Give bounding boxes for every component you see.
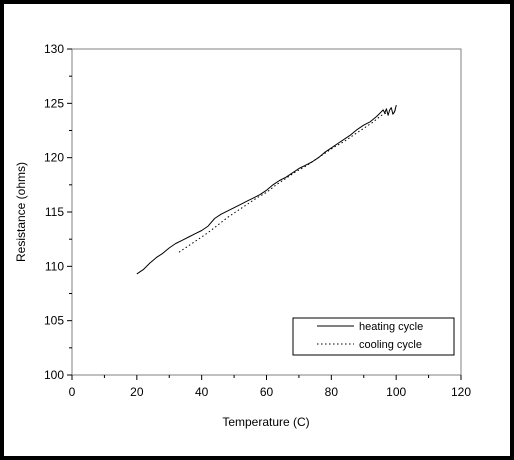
- x-axis: 0 20 40 60 80 100 120: [69, 375, 471, 399]
- x-tick-label: 0: [69, 385, 76, 399]
- x-tick-label: 40: [195, 385, 209, 399]
- y-tick-label: 120: [44, 151, 64, 165]
- y-axis: 100 105 110 115 120 125 130: [44, 42, 72, 382]
- y-tick-label: 115: [45, 205, 64, 219]
- legend-label-cooling: cooling cycle: [359, 339, 422, 351]
- x-axis-label: Temperature (C): [222, 415, 309, 429]
- x-tick-label: 80: [325, 385, 339, 399]
- legend: heating cycle cooling cycle: [292, 317, 455, 356]
- y-tick-label: 100: [44, 368, 64, 382]
- y-tick-label: 110: [45, 259, 64, 273]
- x-tick-label: 100: [386, 385, 406, 399]
- series-group: [136, 105, 397, 275]
- series-line-cooling-cycle: [178, 112, 387, 253]
- y-axis-label: Resistance (ohms): [14, 162, 28, 262]
- chart: 0 20 40 60 80 100 120 100 105 110 115 120 125 130 Te…: [14, 42, 471, 429]
- chart-frame: 0 20 40 60 80 100 120 100 105 110 115 120 125 130 Te…: [4, 4, 510, 456]
- series-line-heating-cycle: [136, 105, 397, 275]
- legend-box: [292, 317, 455, 356]
- x-tick-label: 120: [451, 385, 471, 399]
- legend-label-heating: heating cycle: [359, 321, 423, 333]
- x-tick-label: 60: [260, 385, 274, 399]
- y-tick-label: 125: [44, 96, 64, 110]
- y-tick-label: 130: [44, 42, 64, 56]
- y-tick-label: 105: [44, 314, 64, 328]
- x-tick-label: 20: [130, 385, 144, 399]
